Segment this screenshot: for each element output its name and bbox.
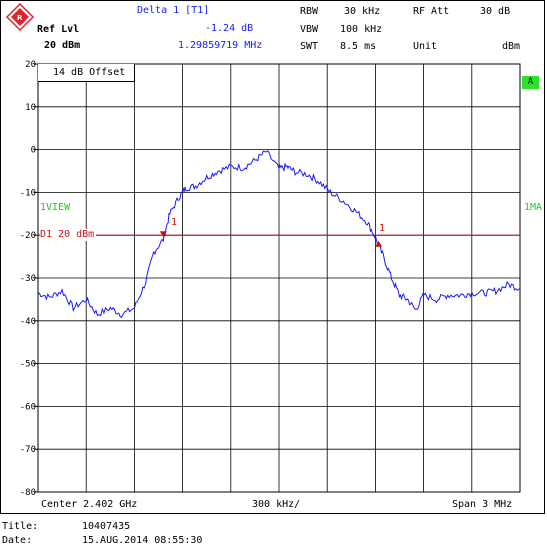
y-tick-label: -60 (20, 402, 36, 412)
offset-box (38, 64, 135, 82)
y-tick-label: 20 (25, 60, 36, 70)
y-tick-label: -80 (20, 488, 36, 498)
footer: Title: 10407435 Date: 15.AUG.2014 08:55:… (0, 518, 547, 550)
rbw-value: 30 kHz (344, 6, 381, 17)
rbw-label: RBW (300, 6, 319, 17)
unit-value: dBm (502, 41, 521, 52)
title-label: Title: (2, 521, 39, 532)
vbw-label: VBW (300, 24, 319, 35)
y-tick-label: -10 (20, 188, 36, 198)
delta-marker-label: Delta 1 [T1] (137, 5, 210, 16)
view-label: 1VIEW (40, 202, 71, 213)
title-value: 10407435 (82, 521, 131, 532)
swt-label: SWT (300, 41, 319, 52)
offset-label: 14 dB Offset (53, 67, 126, 78)
ref-level-label: Ref Lvl (37, 24, 80, 35)
delta-level-value: -1.24 dB (205, 23, 254, 34)
div-label: 300 kHz/ (252, 499, 301, 510)
vbw-value: 100 kHz (340, 24, 383, 35)
marker-delta-label: 1 (379, 223, 386, 234)
y-tick-label: -20 (20, 231, 36, 241)
status-badge-a: A (522, 76, 539, 89)
y-tick-label: -30 (20, 274, 36, 284)
swt-value: 8.5 ms (340, 41, 377, 52)
marker-1-label: 1 (171, 217, 178, 228)
date-value: 15.AUG.2014 08:55:30 (82, 535, 203, 546)
marker-delta-triangle[interactable] (375, 240, 383, 247)
center-frequency-label: Center 2.402 GHz (41, 499, 138, 510)
delta-freq-value: 1.29859719 MHz (178, 40, 263, 51)
spectrum-trace (37, 149, 521, 319)
rohde-schwarz-logo-icon: R (5, 2, 35, 32)
y-tick-label: 0 (31, 146, 36, 156)
y-tick-label: 10 (25, 103, 36, 113)
date-label: Date: (2, 535, 33, 546)
marker-1-triangle[interactable] (159, 231, 167, 238)
view-label-right: 1MA (524, 202, 543, 213)
y-tick-label: -70 (20, 445, 36, 455)
display-line-label: D1 20 dBm (40, 229, 97, 241)
y-tick-label: -40 (20, 317, 36, 327)
span-label: Span 3 MHz (452, 499, 513, 510)
grid (37, 63, 521, 493)
analyzer-frame (0, 0, 545, 514)
rf-att-label: RF Att (413, 6, 450, 17)
y-tick-label: -50 (20, 360, 36, 370)
y-axis-ticks: 20 10 0 -10 -20 -30 -40 -50 -60 -70 -80 (20, 60, 38, 498)
unit-label: Unit (413, 41, 438, 52)
svg-text:R: R (17, 14, 23, 22)
rf-att-value: 30 dB (480, 6, 511, 17)
ref-level-value: 20 dBm (44, 40, 81, 51)
